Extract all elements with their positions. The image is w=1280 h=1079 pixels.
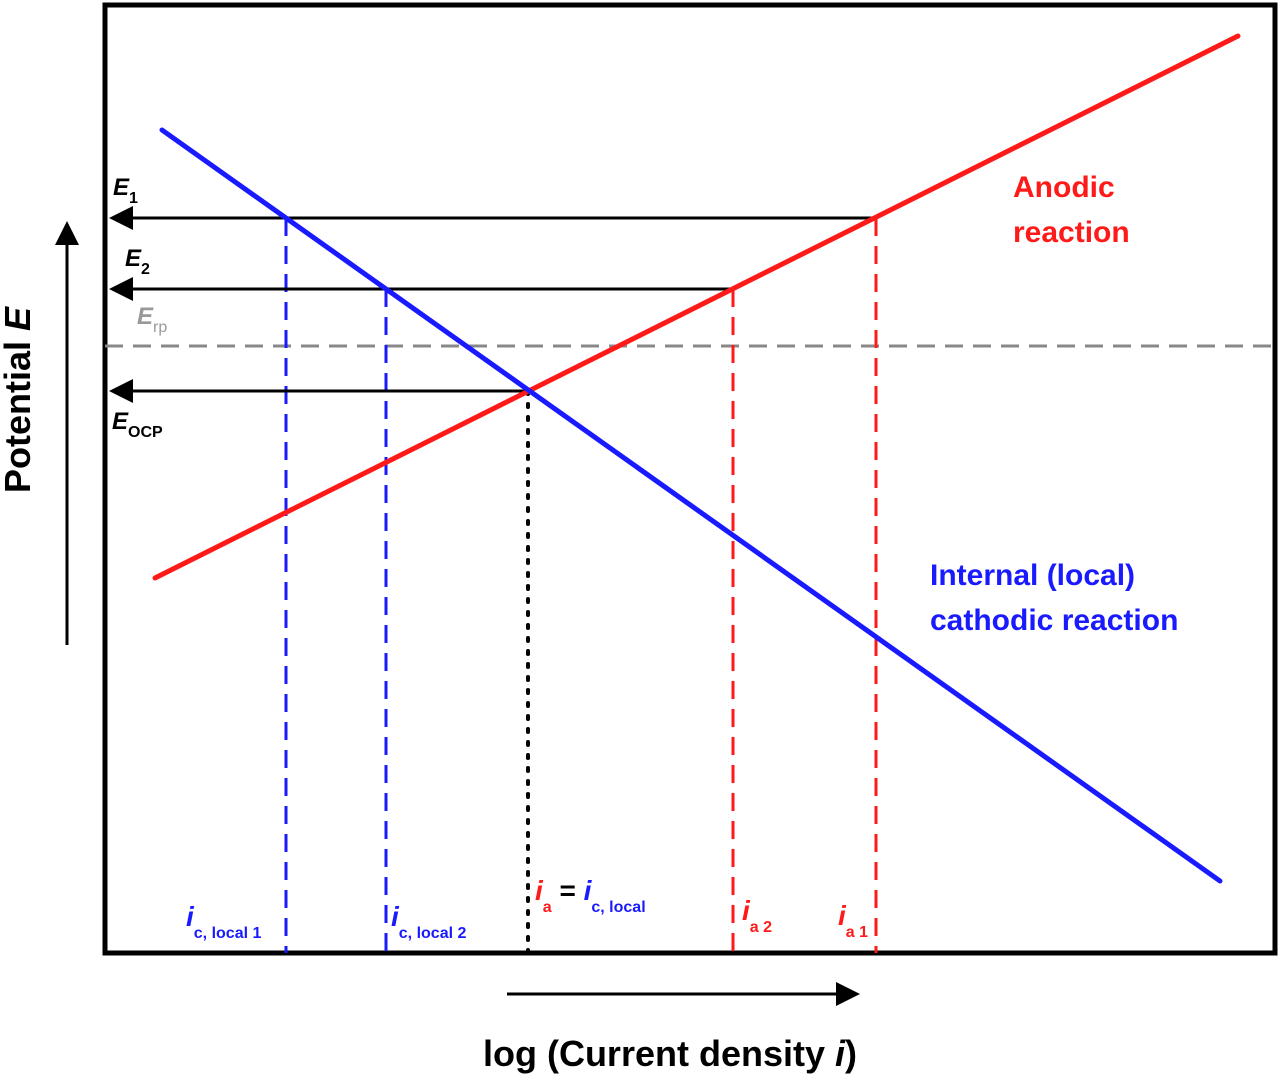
current-labels: ic, local 1 ic, local 2 ia = ic, local i… — [186, 875, 868, 942]
text-part: E — [125, 245, 142, 272]
text-part: E — [113, 174, 130, 201]
ic-local1-label: ic, local 1 — [186, 901, 261, 942]
text-part: rp — [153, 319, 167, 336]
text-part: c, local — [591, 899, 645, 916]
cathodic-label: Internal (local) cathodic reaction — [930, 559, 1178, 637]
text-part: i — [835, 1033, 846, 1074]
text-part: i — [584, 875, 593, 906]
anodic-label: Anodic reaction — [1013, 171, 1130, 249]
cathodic-line — [159, 127, 1223, 884]
text-part: i — [186, 901, 195, 932]
frame — [102, 2, 1278, 956]
potential-arrows — [55, 206, 875, 1006]
text-part: c, local 2 — [399, 925, 467, 942]
x-axis-label: log (Current density i) — [483, 1033, 857, 1074]
label-line: reaction — [1013, 216, 1130, 249]
text-part: 1 — [129, 190, 138, 207]
text-part: log (Current density — [483, 1033, 835, 1074]
e2-label: E2 — [125, 245, 150, 278]
text-part: i — [838, 900, 847, 931]
text-part: a 2 — [750, 919, 772, 936]
ic-local2-label: ic, local 2 — [391, 901, 466, 942]
label-line: Anodic — [1013, 171, 1115, 204]
text-part: E — [137, 303, 154, 330]
ia1-label: ia 1 — [838, 900, 868, 941]
label-line: cathodic reaction — [930, 604, 1178, 637]
y-axis-label: Potential E — [0, 306, 38, 493]
erp-label: Erp — [137, 303, 167, 336]
text-part: = — [552, 875, 584, 906]
anodic-line — [152, 33, 1241, 581]
current-guides — [284, 218, 878, 955]
text-part: c, local 1 — [194, 925, 262, 942]
text-part: E — [0, 306, 38, 331]
balance-label: ia = ic, local — [535, 875, 646, 916]
ia2-label: ia 2 — [742, 895, 772, 936]
text-part: i — [391, 901, 400, 932]
text-part: a 1 — [846, 924, 868, 941]
text-part: Potential — [0, 331, 38, 493]
text-part: 2 — [141, 261, 150, 278]
text-part: a — [543, 899, 552, 916]
text-part: ) — [845, 1033, 857, 1074]
text-part: i — [742, 895, 751, 926]
e1-label: E1 — [113, 174, 138, 207]
label-line: Internal (local) — [930, 559, 1135, 592]
eocp-label: EOCP — [112, 408, 163, 441]
text-part: i — [535, 875, 544, 906]
potential-labels: E1 E2 Erp EOCP — [112, 174, 167, 441]
text-part: OCP — [128, 424, 163, 441]
text-part: E — [112, 408, 129, 435]
